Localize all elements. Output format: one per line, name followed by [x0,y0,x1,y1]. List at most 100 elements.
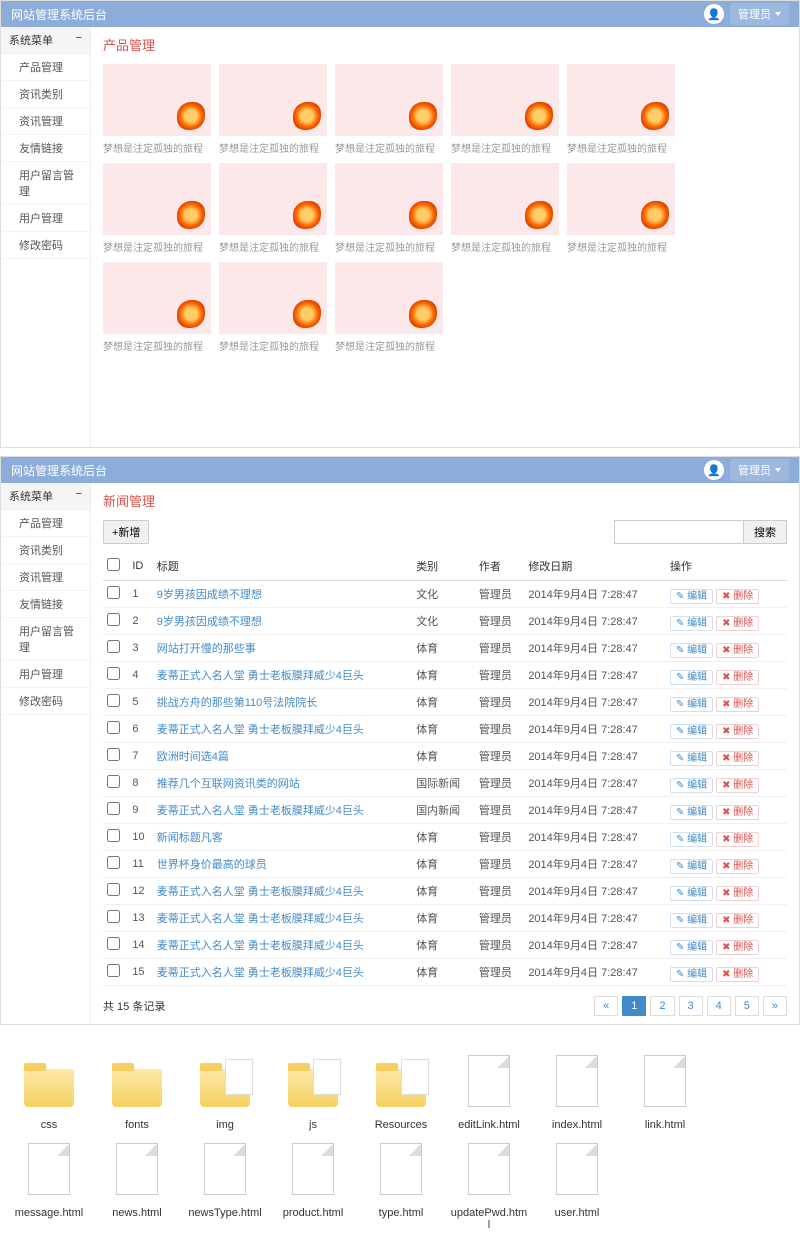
product-card[interactable]: 梦想是注定孤独的旅程 [103,163,211,254]
sidebar-item[interactable]: 修改密码 [1,688,90,715]
title-link[interactable]: 9岁男孩因成绩不理想 [157,589,262,601]
edit-button[interactable]: ✎ 编辑 [670,697,713,712]
row-checkbox[interactable] [107,964,120,977]
file-item[interactable]: index.html [538,1053,616,1131]
product-card[interactable]: 梦想是注定孤独的旅程 [219,163,327,254]
title-link[interactable]: 麦蒂正式入名人堂 勇士老板膜拜威少4巨头 [157,886,364,898]
edit-button[interactable]: ✎ 编辑 [670,940,713,955]
row-checkbox[interactable] [107,613,120,626]
file-item[interactable]: type.html [362,1141,440,1231]
product-card[interactable]: 梦想是注定孤独的旅程 [567,163,675,254]
row-checkbox[interactable] [107,721,120,734]
delete-button[interactable]: ✖ 删除 [716,616,759,631]
title-link[interactable]: 欧洲时间选4篇 [157,751,229,763]
product-card[interactable]: 梦想是注定孤独的旅程 [103,64,211,155]
menu-header[interactable]: 系统菜单− [1,27,90,54]
sidebar-item[interactable]: 用户管理 [1,205,90,232]
delete-button[interactable]: ✖ 删除 [716,805,759,820]
edit-button[interactable]: ✎ 编辑 [670,913,713,928]
edit-button[interactable]: ✎ 编辑 [670,778,713,793]
page-button[interactable]: 2 [650,996,674,1016]
file-item[interactable]: message.html [10,1141,88,1231]
delete-button[interactable]: ✖ 删除 [716,724,759,739]
title-link[interactable]: 9岁男孩因成绩不理想 [157,616,262,628]
file-item[interactable]: fonts [98,1053,176,1131]
delete-button[interactable]: ✖ 删除 [716,967,759,982]
sidebar-item[interactable]: 友情链接 [1,135,90,162]
edit-button[interactable]: ✎ 编辑 [670,751,713,766]
sidebar-item[interactable]: 资讯管理 [1,564,90,591]
delete-button[interactable]: ✖ 删除 [716,589,759,604]
title-link[interactable]: 麦蒂正式入名人堂 勇士老板膜拜威少4巨头 [157,670,364,682]
search-input[interactable] [614,520,744,544]
row-checkbox[interactable] [107,748,120,761]
edit-button[interactable]: ✎ 编辑 [670,805,713,820]
product-card[interactable]: 梦想是注定孤独的旅程 [567,64,675,155]
product-card[interactable]: 梦想是注定孤独的旅程 [335,64,443,155]
search-button[interactable]: 搜索 [744,520,787,544]
edit-button[interactable]: ✎ 编辑 [670,670,713,685]
title-link[interactable]: 世界杯身价最高的球员 [157,859,267,871]
delete-button[interactable]: ✖ 删除 [716,859,759,874]
title-link[interactable]: 推荐几个互联网资讯类的网站 [157,778,300,790]
row-checkbox[interactable] [107,910,120,923]
product-card[interactable]: 梦想是注定孤独的旅程 [335,262,443,353]
file-item[interactable]: user.html [538,1141,616,1231]
product-card[interactable]: 梦想是注定孤独的旅程 [103,262,211,353]
user-dropdown[interactable]: 管理员 [730,3,789,25]
delete-button[interactable]: ✖ 删除 [716,778,759,793]
product-card[interactable]: 梦想是注定孤独的旅程 [335,163,443,254]
delete-button[interactable]: ✖ 删除 [716,643,759,658]
sidebar-item[interactable]: 产品管理 [1,54,90,81]
row-checkbox[interactable] [107,829,120,842]
file-item[interactable]: news.html [98,1141,176,1231]
add-button[interactable]: +新增 [103,520,149,544]
file-item[interactable]: newsType.html [186,1141,264,1231]
title-link[interactable]: 麦蒂正式入名人堂 勇士老板膜拜威少4巨头 [157,913,364,925]
menu-header[interactable]: 系统菜单− [1,483,90,510]
sidebar-item[interactable]: 用户留言管理 [1,162,90,205]
delete-button[interactable]: ✖ 删除 [716,832,759,847]
edit-button[interactable]: ✎ 编辑 [670,832,713,847]
sidebar-item[interactable]: 产品管理 [1,510,90,537]
row-checkbox[interactable] [107,694,120,707]
sidebar-item[interactable]: 修改密码 [1,232,90,259]
checkbox-all[interactable] [107,558,120,571]
edit-button[interactable]: ✎ 编辑 [670,724,713,739]
row-checkbox[interactable] [107,937,120,950]
product-card[interactable]: 梦想是注定孤独的旅程 [219,64,327,155]
title-link[interactable]: 网站打开慢的那些事 [157,643,256,655]
edit-button[interactable]: ✎ 编辑 [670,967,713,982]
page-button[interactable]: 4 [707,996,731,1016]
sidebar-item[interactable]: 用户管理 [1,661,90,688]
sidebar-item[interactable]: 友情链接 [1,591,90,618]
edit-button[interactable]: ✎ 编辑 [670,643,713,658]
file-item[interactable]: js [274,1053,352,1131]
sidebar-item[interactable]: 资讯管理 [1,108,90,135]
file-item[interactable]: img [186,1053,264,1131]
delete-button[interactable]: ✖ 删除 [716,913,759,928]
sidebar-item[interactable]: 资讯类别 [1,537,90,564]
file-item[interactable]: updatePwd.html [450,1141,528,1231]
delete-button[interactable]: ✖ 删除 [716,886,759,901]
sidebar-item[interactable]: 用户留言管理 [1,618,90,661]
edit-button[interactable]: ✎ 编辑 [670,589,713,604]
edit-button[interactable]: ✎ 编辑 [670,886,713,901]
title-link[interactable]: 麦蒂正式入名人堂 勇士老板膜拜威少4巨头 [157,724,364,736]
row-checkbox[interactable] [107,586,120,599]
row-checkbox[interactable] [107,802,120,815]
product-card[interactable]: 梦想是注定孤独的旅程 [219,262,327,353]
product-card[interactable]: 梦想是注定孤独的旅程 [451,64,559,155]
file-item[interactable]: css [10,1053,88,1131]
row-checkbox[interactable] [107,640,120,653]
file-item[interactable]: Resources [362,1053,440,1131]
page-button[interactable]: 5 [735,996,759,1016]
page-button[interactable]: « [594,996,618,1016]
edit-button[interactable]: ✎ 编辑 [670,616,713,631]
edit-button[interactable]: ✎ 编辑 [670,859,713,874]
row-checkbox[interactable] [107,883,120,896]
row-checkbox[interactable] [107,856,120,869]
page-button[interactable]: 1 [622,996,646,1016]
page-button[interactable]: » [763,996,787,1016]
file-item[interactable]: link.html [626,1053,704,1131]
